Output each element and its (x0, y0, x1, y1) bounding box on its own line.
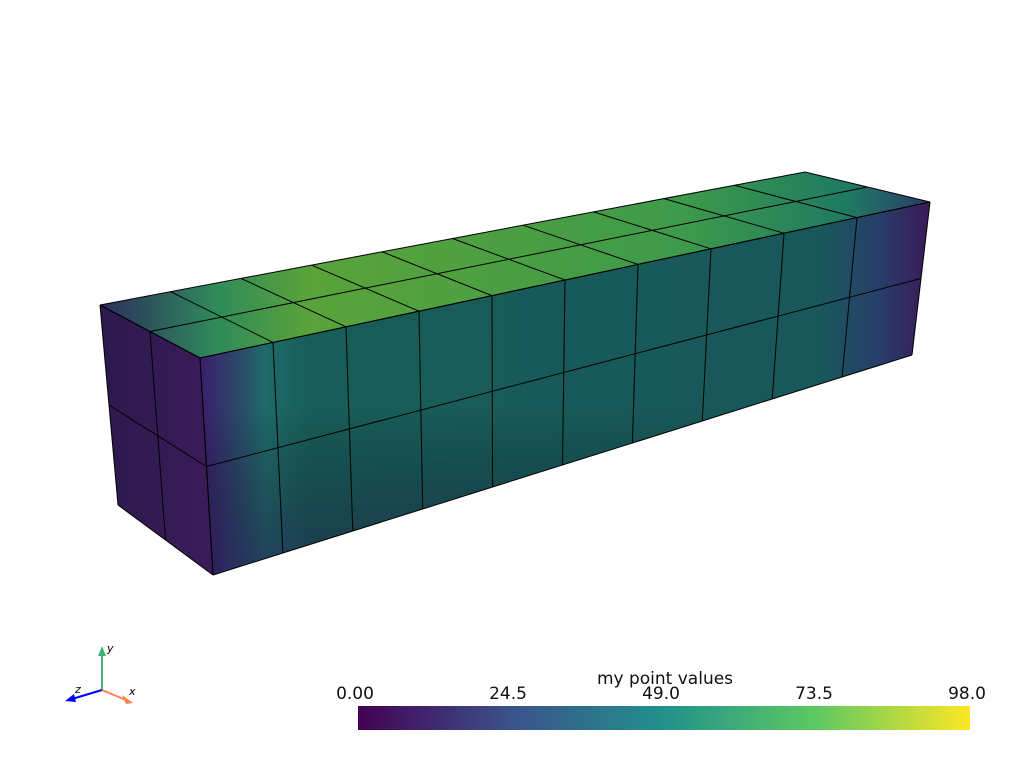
front-face-edge (212, 354, 913, 576)
z-axis-arrowhead-icon (65, 694, 76, 702)
scalar-bar-tick: 24.5 (489, 684, 527, 704)
scalar-bar-tick: 0.00 (336, 684, 374, 704)
scalar-bar-tick: 49.0 (642, 684, 680, 704)
z-axis-arrow (71, 689, 103, 700)
z-axis-label: z (75, 683, 81, 696)
mesh-top-face (100, 172, 930, 358)
mesh-front-shade (200, 202, 930, 575)
scalar-bar (358, 706, 970, 730)
x-axis-arrowhead-icon (122, 695, 133, 704)
y-axis-arrowhead-icon (98, 646, 106, 656)
left-face-edge (99, 304, 201, 359)
orientation-axes (65, 646, 133, 704)
top-face-edge (199, 201, 931, 359)
top-face-edge (149, 186, 868, 332)
scalar-bar-tick: 98.0 (948, 684, 986, 704)
top-face-edge (99, 171, 806, 306)
scalar-bar-title: my point values (596, 669, 734, 689)
x-axis-label: x (129, 685, 136, 698)
front-face-edge (206, 278, 922, 467)
scalar-bar-tick: 73.5 (795, 684, 833, 704)
x-axis-arrow (101, 689, 127, 701)
y-axis-label: y (107, 642, 114, 655)
left-face-edge (117, 504, 214, 576)
mesh-left-face (100, 305, 213, 575)
left-face-edge (108, 404, 207, 467)
mesh-edges (99, 171, 931, 576)
